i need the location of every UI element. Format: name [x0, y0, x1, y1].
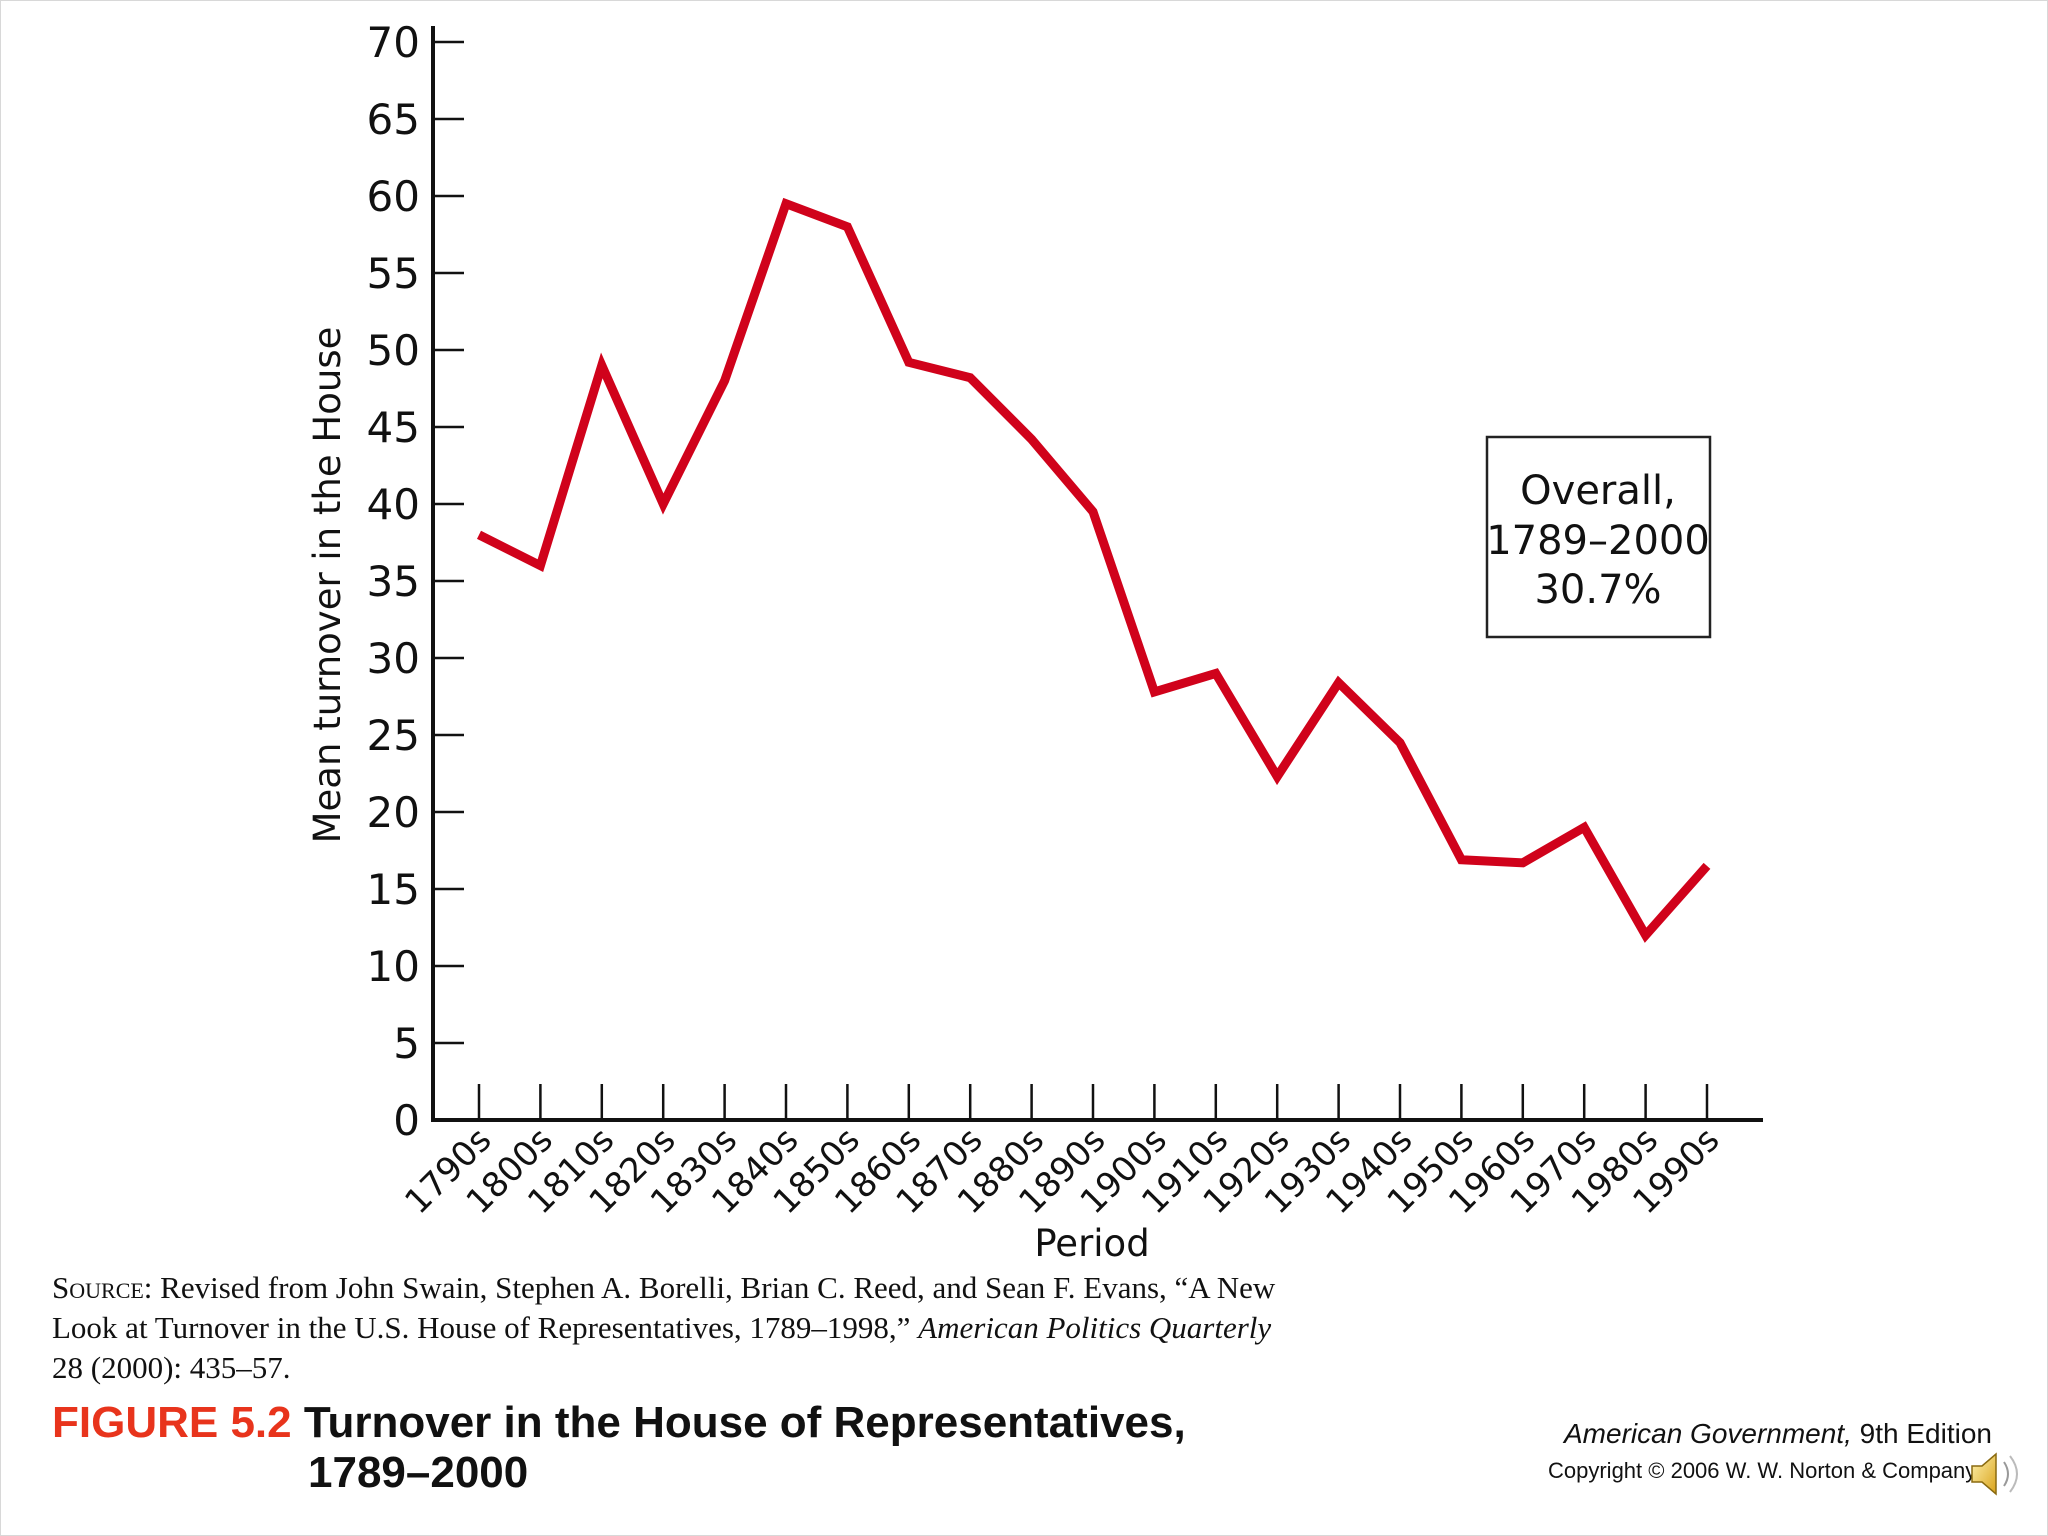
y-tick-label: 40: [367, 480, 420, 529]
source-journal: American Politics Quarterly: [918, 1310, 1272, 1345]
x-axis-ticks: 1790s1800s1810s1820s1830s1840s1850s1860s…: [397, 1084, 1727, 1222]
y-tick-label: 55: [367, 249, 420, 298]
y-tick-label: 45: [367, 403, 420, 452]
figure-title-line-2: 1789–2000: [308, 1448, 529, 1497]
source-label: Source:: [52, 1270, 153, 1305]
y-tick-label: 5: [393, 1019, 420, 1068]
y-tick-label: 15: [367, 865, 420, 914]
source-text-2: 28 (2000): 435–57.: [52, 1350, 291, 1385]
annotation-line-3: 30.7%: [1534, 567, 1661, 613]
y-tick-label: 25: [367, 711, 420, 760]
y-tick-label: 50: [367, 326, 420, 375]
y-tick-label: 20: [367, 788, 420, 837]
y-tick-label: 60: [367, 172, 420, 221]
book-credit: American Government, 9th Edition: [1564, 1418, 1992, 1450]
y-tick-label: 35: [367, 557, 420, 606]
copyright-notice: Copyright © 2006 W. W. Norton & Company: [1548, 1458, 1977, 1483]
speaker-icon[interactable]: [1966, 1448, 2026, 1500]
annotation-line-1: Overall,: [1520, 468, 1676, 514]
data-series: [476, 197, 1711, 943]
y-tick-label: 70: [367, 18, 420, 67]
figure-caption: FIGURE 5.2 Turnover in the House of Repr…: [52, 1398, 1312, 1498]
figure-number: FIGURE 5.2: [52, 1398, 292, 1447]
source-text-1: Revised from John Swain, Stephen A. Bore…: [52, 1270, 1276, 1345]
source-note: Source: Revised from John Swain, Stephen…: [52, 1268, 1292, 1388]
figure-title-line-1: Turnover in the House of Representatives…: [303, 1398, 1186, 1447]
annotation-line-2: 1789–2000: [1486, 518, 1710, 564]
chart-axes: [431, 26, 1763, 1122]
y-tick-label: 30: [367, 634, 420, 683]
y-tick-label: 0: [393, 1096, 420, 1145]
y-axis-title: Mean turnover in the House: [306, 327, 349, 844]
overall-annotation-box: Overall, 1789–2000 30.7%: [1485, 435, 1712, 639]
y-axis-ticks: 0 5 10 15 20 25 30 35 40 45 50 55 60 65 70: [367, 18, 464, 1145]
y-tick-label: 10: [367, 942, 420, 991]
book-edition: 9th Edition: [1851, 1418, 1992, 1449]
x-axis-title: Period: [1034, 1222, 1149, 1265]
book-title: American Government,: [1564, 1418, 1852, 1449]
y-tick-label: 65: [367, 95, 420, 144]
